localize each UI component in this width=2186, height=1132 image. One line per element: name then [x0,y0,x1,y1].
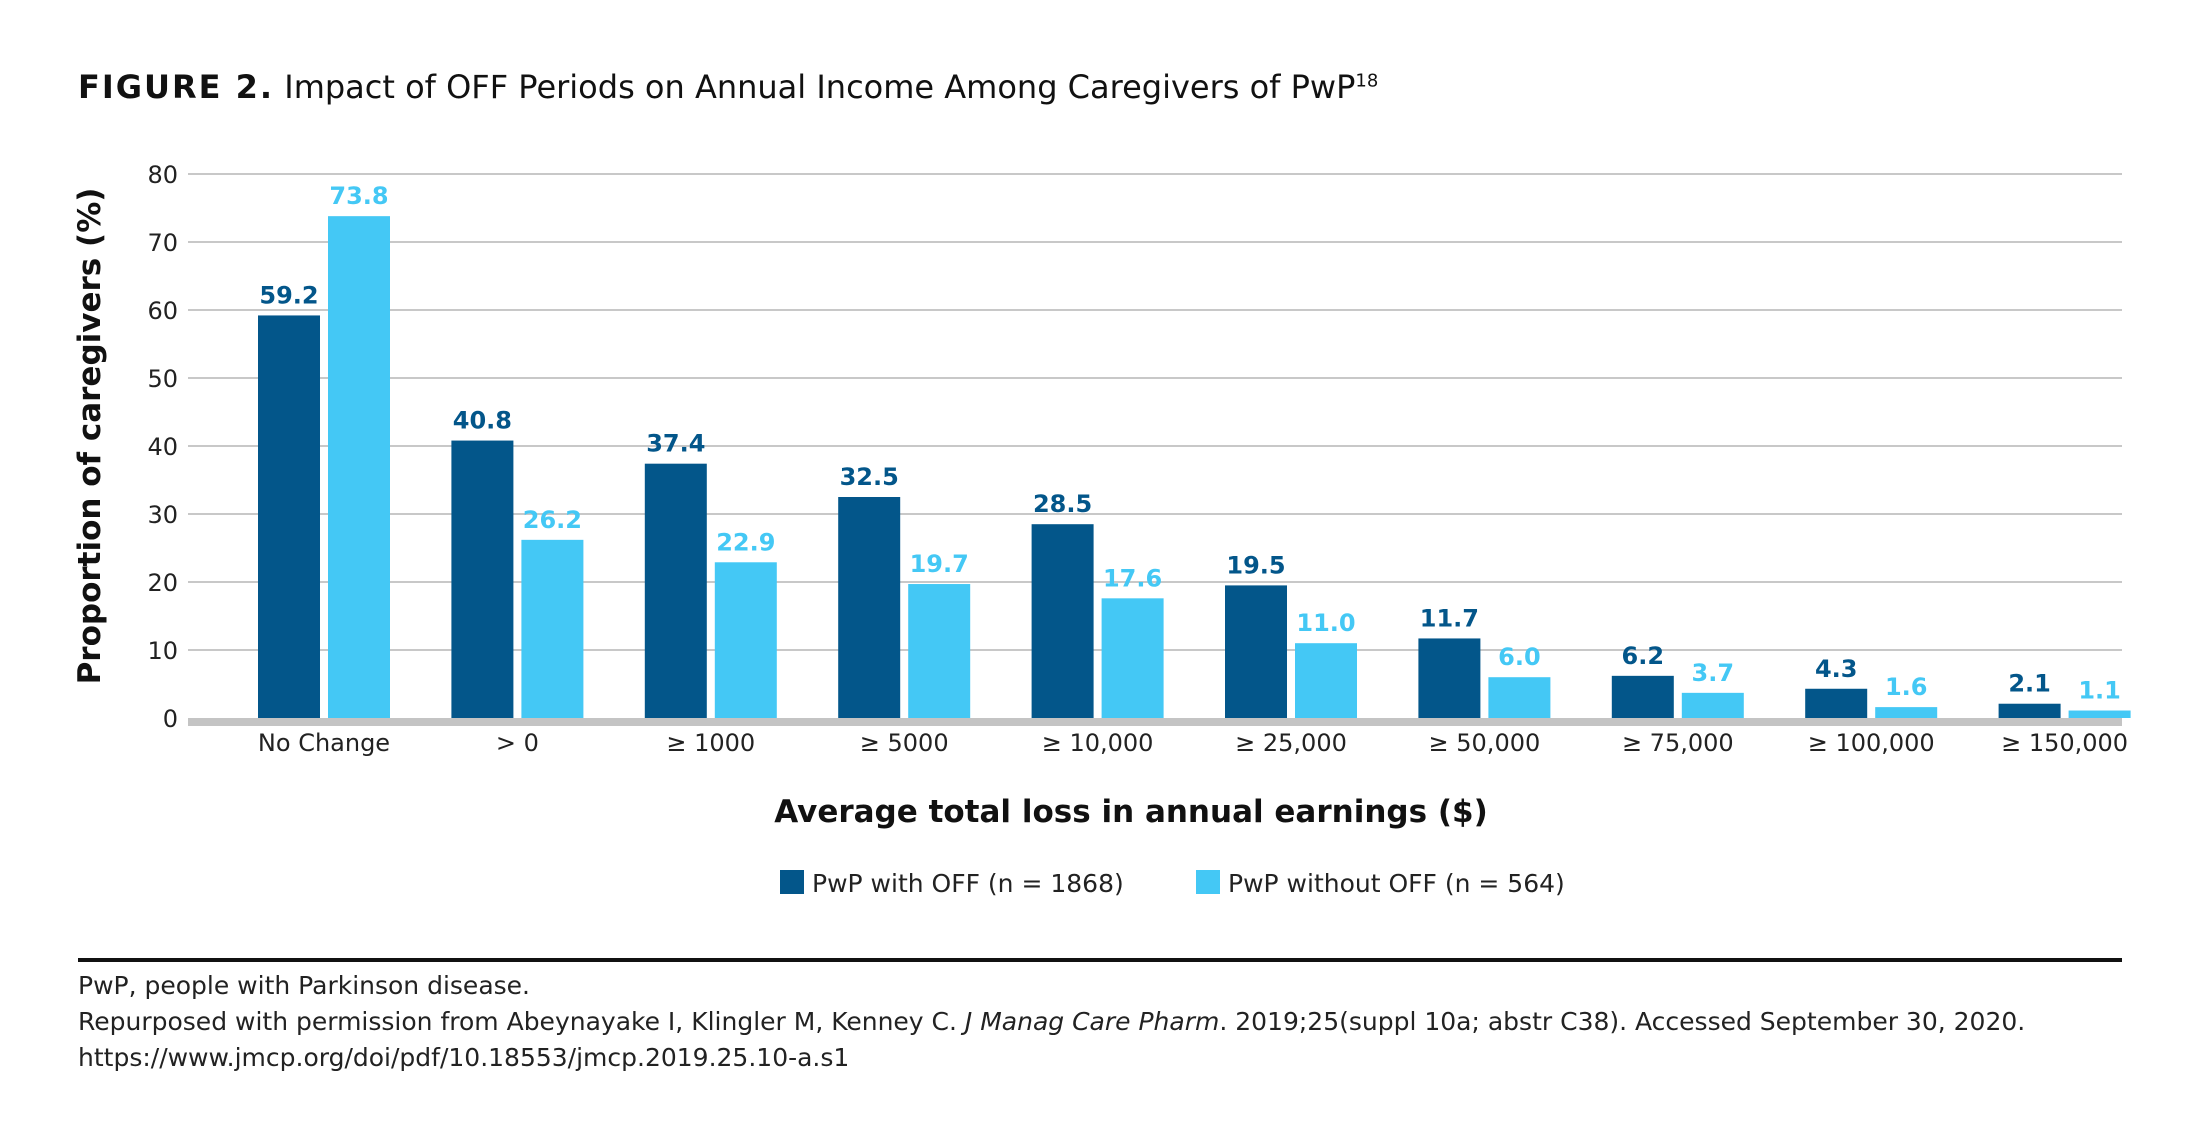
bar-chart: 0 10 20 30 40 50 60 70 80 59.2 73.8 No Change 40.8 26… [72,161,2131,898]
y-axis-title: Proportion of caregivers (%) [72,188,108,685]
footnote-abbreviation: PwP, people with Parkinson disease. [78,971,530,1000]
data-label-series1-7: 11.7 [1420,604,1479,632]
legend-label-2: PwP without OFF (n = 564) [1228,869,1565,898]
x-tick-label-4: ≥ 5000 [860,729,949,757]
x-tick-label-6: ≥ 25,000 [1235,729,1347,757]
data-label-series2-3: 22.9 [716,528,775,556]
bar-series2-1 [328,216,390,718]
y-tick-label-80: 80 [147,161,178,189]
bar-series2-2 [521,539,584,718]
x-axis-baseline [188,718,2122,726]
bar-series1-4 [838,497,901,718]
footnote-url: https://www.jmcp.org/doi/pdf/10.18553/jm… [78,1043,850,1072]
bar-series1-1 [258,315,320,718]
data-label-series1-4: 32.5 [840,463,899,491]
data-label-series2-2: 26.2 [523,506,582,534]
data-label-series2-10: 1.1 [2078,677,2121,705]
data-label-series2-5: 17.6 [1103,564,1162,592]
bar-series1-6 [1225,585,1287,718]
bar-series1-5 [1031,524,1094,718]
figure-label: FIGURE 2. [78,68,275,106]
figure-title: FIGURE 2. Impact of OFF Periods on Annua… [78,68,1378,106]
footnote-source-suffix: . 2019;25(suppl 10a; abstr C38). Accesse… [1219,1007,2026,1036]
bar-series2-10 [2068,710,2131,718]
x-tick-label-10: ≥ 150,000 [2001,729,2128,757]
x-tick-label-1: No Change [258,729,390,757]
y-tick-label-70: 70 [147,229,178,257]
y-tick-label-60: 60 [147,297,178,325]
bar-series2-4 [908,584,971,718]
footnote-divider [78,958,2122,962]
data-label-series2-6: 11.0 [1296,609,1355,637]
y-tick-label-20: 20 [147,569,178,597]
bar-series2-8 [1681,692,1744,718]
data-label-series2-4: 19.7 [910,550,969,578]
x-tick-label-3: ≥ 1000 [666,729,755,757]
y-tick-label-10: 10 [147,637,178,665]
y-tick-label-0: 0 [163,705,178,733]
legend-swatch-1 [780,870,804,894]
bar-series2-5 [1101,598,1164,718]
data-label-series2-1: 73.8 [329,182,388,210]
data-label-series1-9: 4.3 [1815,655,1858,683]
footnotes: PwP, people with Parkinson disease. Repu… [78,968,2025,1076]
x-tick-label-8: ≥ 75,000 [1622,729,1734,757]
data-label-series1-3: 37.4 [646,430,705,458]
bar-series1-3 [644,463,707,718]
data-label-series1-6: 19.5 [1226,551,1285,579]
data-label-series2-9: 1.6 [1885,673,1928,701]
bar-series1-10 [1998,703,2061,718]
bar-series1-2 [451,440,514,718]
data-label-series1-2: 40.8 [453,407,512,435]
y-tick-label-40: 40 [147,433,178,461]
bar-series1-8 [1611,675,1674,718]
x-axis-title: Average total loss in annual earnings ($… [774,794,1488,830]
data-label-series1-8: 6.2 [1622,642,1665,670]
figure-title-reference: 18 [1355,70,1379,92]
figure-title-text: Impact of OFF Periods on Annual Income A… [284,68,1356,106]
legend-swatch-2 [1196,870,1220,894]
x-tick-label-9: ≥ 100,000 [1808,729,1935,757]
data-label-series2-7: 6.0 [1498,643,1541,671]
bar-series2-9 [1875,707,1938,718]
footnote-source: Repurposed with permission from Abeynaya… [78,1004,2025,1040]
bar-series1-9 [1805,688,1868,718]
data-label-series1-10: 2.1 [2008,670,2051,698]
bar-series2-3 [714,562,777,718]
data-label-series2-8: 3.7 [1692,659,1735,687]
bar-series2-6 [1295,643,1357,718]
x-tick-label-5: ≥ 10,000 [1042,729,1154,757]
y-tick-label-50: 50 [147,365,178,393]
footnote-source-journal: J Manag Care Pharm [964,1007,1220,1036]
data-label-series1-5: 28.5 [1033,490,1092,518]
footnote-source-prefix: Repurposed with permission from Abeynaya… [78,1007,965,1036]
x-tick-label-2: > 0 [496,729,539,757]
y-tick-label-30: 30 [147,501,178,529]
bar-series1-7 [1418,638,1481,718]
legend-label-1: PwP with OFF (n = 1868) [812,869,1124,898]
x-tick-label-7: ≥ 50,000 [1429,729,1541,757]
bar-series2-7 [1488,677,1551,718]
data-label-series1-1: 59.2 [259,281,318,309]
